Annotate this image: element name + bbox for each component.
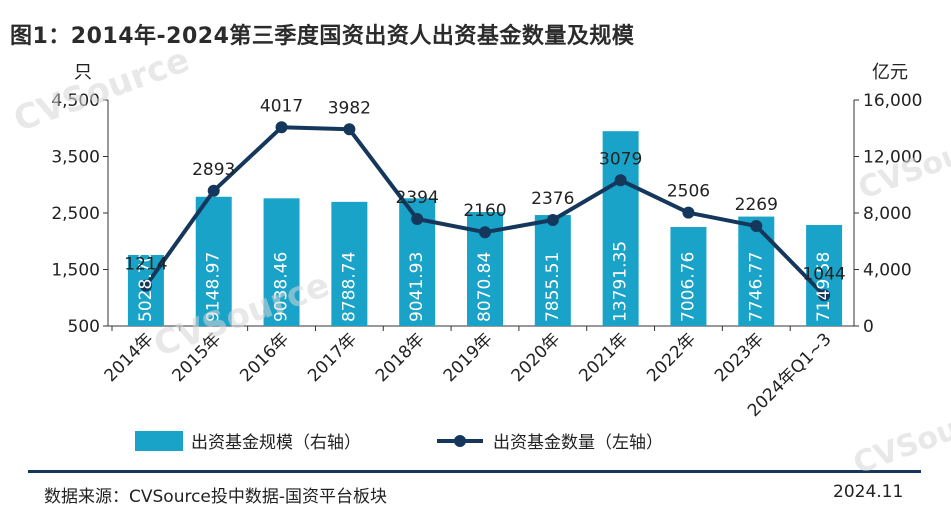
x-tick-label: 2015年 xyxy=(169,329,226,386)
bar xyxy=(670,227,707,326)
line-point xyxy=(207,184,220,197)
x-tick-label: 2019年 xyxy=(440,329,497,386)
left-tick-label: 4,500 xyxy=(51,91,100,111)
x-tick-label: 2023年 xyxy=(711,329,768,386)
bar-value-label: 8788.74 xyxy=(339,252,359,322)
x-tick-label: 2016年 xyxy=(236,329,293,386)
right-tick-label: 8,000 xyxy=(863,204,912,224)
data-source: 数据来源：CVSource投中数据-国资平台板块 xyxy=(44,487,388,507)
left-tick-label: 2,500 xyxy=(51,204,100,224)
right-axis-unit: 亿元 xyxy=(872,62,908,83)
bar xyxy=(263,198,300,326)
line-point xyxy=(682,206,695,219)
legend-line-entry: 出资基金数量（左轴） xyxy=(435,428,663,453)
line-point xyxy=(750,220,763,233)
right-tick-label: 0 xyxy=(863,317,874,337)
x-tick-label: 2020年 xyxy=(508,329,565,386)
line-value-label: 1044 xyxy=(802,264,845,284)
line-value-label: 2893 xyxy=(192,160,235,180)
x-tick-label: 2017年 xyxy=(304,329,361,386)
report-date: 2024.11 xyxy=(833,482,904,502)
line-point xyxy=(411,212,424,225)
bar-value-label: 5028.70 xyxy=(136,252,156,322)
x-tick-label: 2018年 xyxy=(372,329,429,386)
x-tick-label: 2022年 xyxy=(643,329,700,386)
bar-value-label: 7149.58 xyxy=(814,252,834,322)
line-value-label: 3982 xyxy=(328,98,371,118)
right-tick-label: 12,000 xyxy=(863,148,922,168)
bar xyxy=(331,201,368,326)
chart-canvas: 500 1,500 2,500 3,500 4,500 0 4,000 8,000 12,000… xyxy=(51,91,922,421)
bar-value-label: 9041.93 xyxy=(407,252,427,322)
line-value-label: 4017 xyxy=(260,96,303,116)
legend-bar-entry: 出资基金规模（右轴） xyxy=(135,428,361,453)
line-value-label: 2394 xyxy=(396,188,439,208)
legend-bar-swatch xyxy=(135,430,183,451)
bar xyxy=(806,225,843,326)
x-tick-label: 2014年 xyxy=(101,329,158,386)
bar-value-label: 9148.97 xyxy=(204,252,224,322)
bar xyxy=(195,196,232,326)
line-point xyxy=(343,123,356,136)
left-axis-unit: 只 xyxy=(74,62,92,83)
line-point xyxy=(818,289,831,302)
bar-value-label: 7006.76 xyxy=(678,252,698,322)
left-tick-label: 3,500 xyxy=(51,148,100,168)
line-value-label: 2506 xyxy=(667,182,710,202)
x-tick-label: 2021年 xyxy=(575,329,632,386)
line-value-label: 1214 xyxy=(124,255,167,275)
left-tick-label: 500 xyxy=(68,317,100,337)
right-tick-label: 4,000 xyxy=(863,261,912,281)
bar-value-label: 9038.46 xyxy=(272,252,292,322)
bar xyxy=(534,215,571,326)
bar-value-label: 7855.51 xyxy=(543,252,563,322)
legend-line-label: 出资基金数量（左轴） xyxy=(493,433,663,453)
line-value-label: 2376 xyxy=(531,189,574,209)
line-point xyxy=(614,174,627,187)
legend-bar-label: 出资基金规模（右轴） xyxy=(191,433,361,453)
right-tick-label: 16,000 xyxy=(863,91,922,111)
line-value-label: 2160 xyxy=(463,201,506,221)
footer-divider xyxy=(28,470,921,473)
line-value-label: 2269 xyxy=(735,195,778,215)
line-point xyxy=(275,121,288,134)
line-value-label: 3079 xyxy=(599,149,642,169)
left-tick-label: 1,500 xyxy=(51,261,100,281)
line-point xyxy=(139,279,152,292)
bar xyxy=(738,216,775,326)
bar-value-label: 8070.84 xyxy=(475,252,495,322)
bar-value-label: 7746.77 xyxy=(746,252,766,322)
bar xyxy=(602,131,639,326)
bar-value-label: 13791.35 xyxy=(611,241,631,322)
legend-line-swatch xyxy=(437,434,483,447)
line-point xyxy=(546,214,559,227)
line-point xyxy=(479,226,491,239)
chart-title: 图1：2014年-2024第三季度国资出资人出资基金数量及规模 xyxy=(10,24,635,49)
